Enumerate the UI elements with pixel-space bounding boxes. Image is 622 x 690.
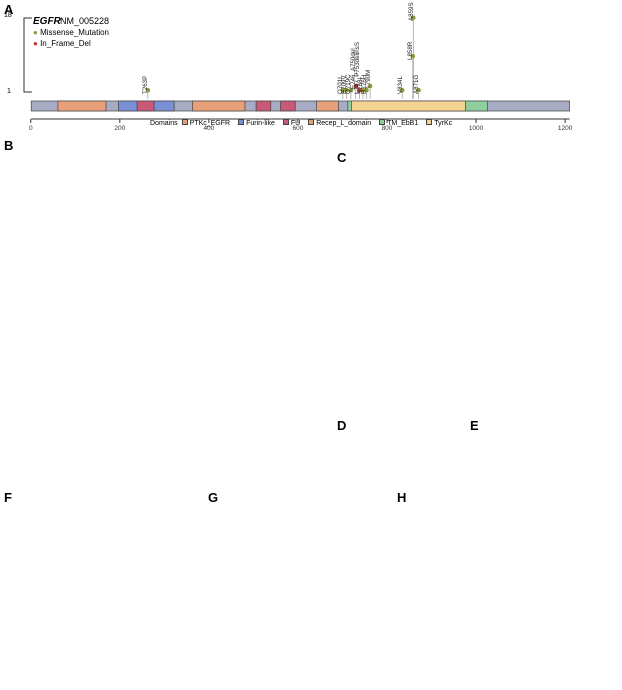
svg-text:1200: 1200 [558, 125, 573, 130]
svg-text:200: 200 [114, 125, 125, 130]
svg-text:1000: 1000 [469, 125, 484, 130]
svg-text:0: 0 [29, 125, 33, 130]
